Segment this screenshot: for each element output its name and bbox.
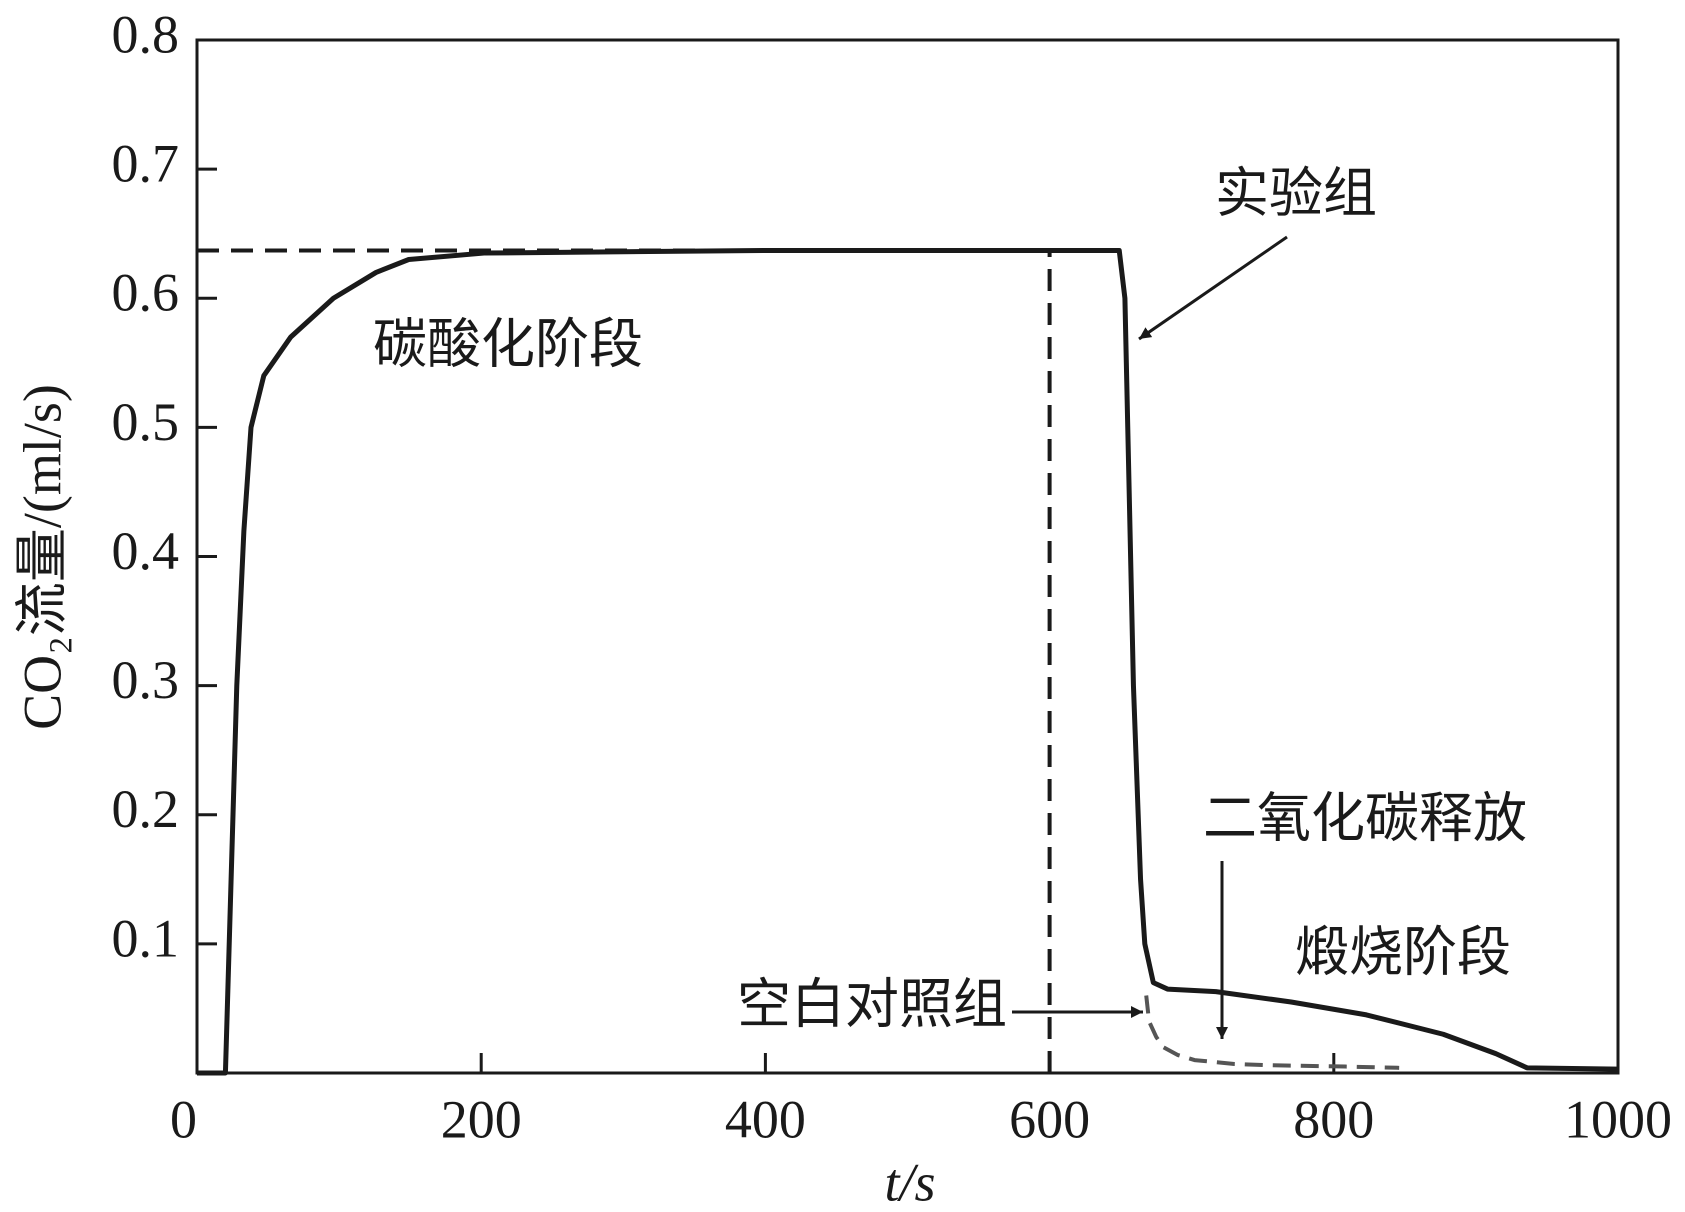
arrow — [1138, 235, 1288, 341]
x-axis-label: t/s — [884, 1152, 935, 1212]
y-tick-label: 0.3 — [112, 650, 180, 710]
annotation: 碳酸化阶段 — [373, 314, 643, 374]
x-tick-label: 800 — [1293, 1089, 1374, 1149]
y-tick-label: 0.7 — [112, 134, 180, 194]
annotation: 空白对照组 — [737, 974, 1007, 1034]
x-tick-label: 0 — [170, 1089, 197, 1149]
y-axis-label: CO₂流量/(ml/s) — [12, 384, 72, 730]
annotation: 实验组 — [1215, 163, 1377, 223]
y-tick-label: 0.2 — [112, 779, 180, 839]
y-tick-label: 0.4 — [112, 521, 180, 581]
data-line — [197, 247, 1619, 1076]
x-tick-label: 1000 — [1564, 1089, 1672, 1149]
x-tick-label: 400 — [725, 1089, 806, 1149]
data-line — [1144, 995, 1400, 1070]
y-tick-label: 0.8 — [112, 4, 180, 64]
x-tick-label: 600 — [1009, 1089, 1090, 1149]
plot-frame — [195, 38, 1620, 1075]
annotation: 二氧化碳释放 — [1203, 788, 1527, 848]
y-tick-label: 0.6 — [112, 263, 180, 323]
y-tick-label: 0.1 — [112, 908, 180, 968]
annotation: 煅烧阶段 — [1295, 922, 1511, 982]
y-tick-label: 0.5 — [112, 392, 180, 452]
x-tick-label: 200 — [441, 1089, 522, 1149]
